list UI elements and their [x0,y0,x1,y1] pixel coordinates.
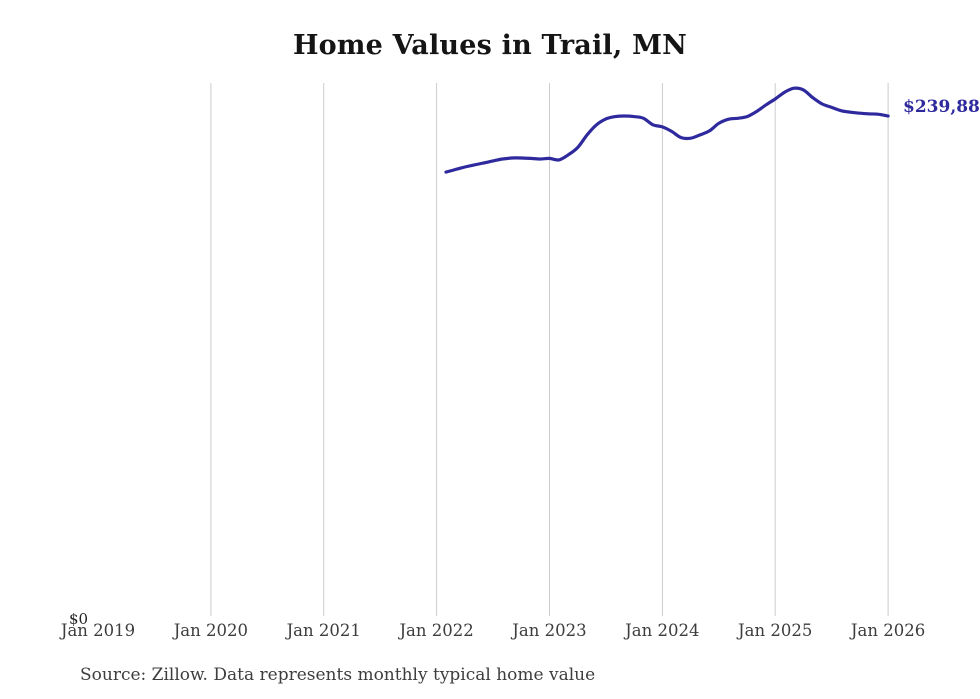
x-axis-label-jan-2026: Jan 2026 [850,621,926,640]
x-axis-label-jan-2024: Jan 2024 [625,621,700,640]
x-axis-label-jan-2022: Jan 2022 [399,621,474,640]
x-axis-label-jan-2023: Jan 2023 [512,621,587,640]
chart-title: Home Values in Trail, MN [292,30,688,61]
x-axis-label-jan-2019: Jan 2019 [60,621,136,640]
home-value-line [444,86,890,174]
source-note: Source: Zillow. Data represents monthly … [80,665,596,685]
x-axis-label-jan-2020: Jan 2020 [173,621,249,640]
x-axis-label-jan-2021: Jan 2021 [286,621,361,640]
latest-value-label: $239,888 [903,97,980,117]
y-axis-zero-label: $0 [69,610,89,628]
x-axis-label-jan-2025: Jan 2025 [738,621,813,640]
